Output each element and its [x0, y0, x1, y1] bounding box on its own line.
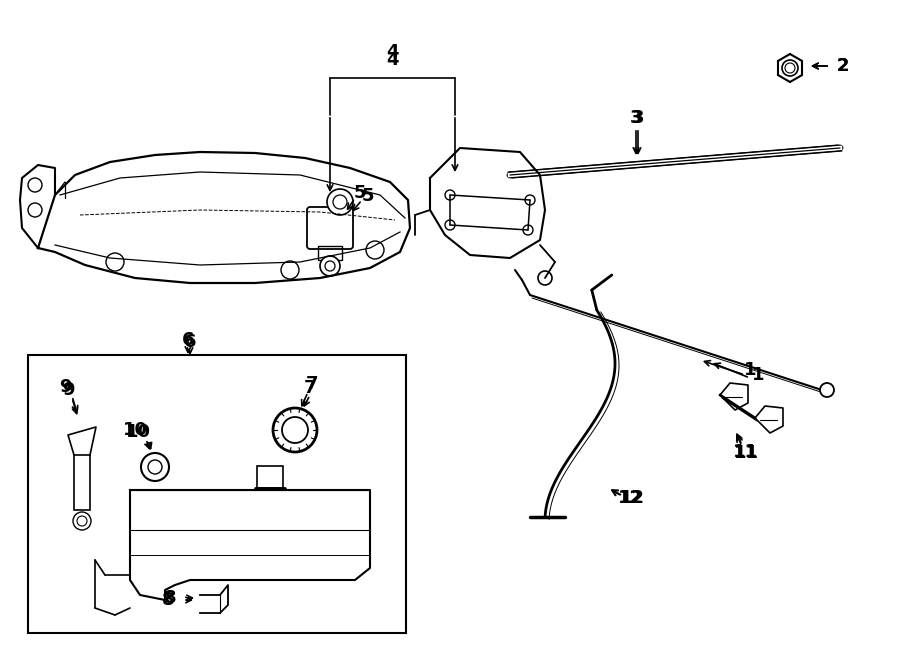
Text: 6: 6: [184, 333, 196, 351]
Text: 1: 1: [743, 361, 756, 379]
Bar: [28, 355, 406, 633]
Text: 12: 12: [617, 489, 643, 507]
Text: 8: 8: [164, 589, 176, 607]
Circle shape: [141, 453, 169, 481]
Text: 11: 11: [733, 443, 758, 461]
Circle shape: [782, 60, 798, 76]
Text: 5: 5: [354, 184, 366, 202]
Circle shape: [445, 190, 455, 200]
Text: 5: 5: [362, 187, 374, 205]
Text: 9: 9: [58, 378, 71, 396]
Text: 4: 4: [386, 43, 398, 61]
Circle shape: [73, 512, 91, 530]
Circle shape: [327, 189, 353, 215]
Bar: [74, 455, 90, 510]
Text: 10: 10: [125, 423, 150, 441]
Circle shape: [320, 256, 340, 276]
Circle shape: [445, 220, 455, 230]
Text: 7: 7: [304, 379, 316, 397]
Bar: [318, 246, 342, 260]
Bar: [257, 466, 283, 488]
Text: 4: 4: [386, 51, 398, 69]
Text: 9: 9: [62, 381, 74, 399]
Text: 3: 3: [630, 109, 643, 127]
Text: 10: 10: [122, 421, 148, 439]
Circle shape: [525, 195, 535, 205]
Circle shape: [538, 271, 552, 285]
Text: 1: 1: [752, 366, 764, 384]
Text: 2: 2: [837, 57, 850, 75]
Text: 8: 8: [162, 591, 175, 609]
Circle shape: [273, 408, 317, 452]
Text: 12: 12: [619, 489, 644, 507]
Text: 3: 3: [632, 109, 644, 127]
Text: 7: 7: [306, 375, 319, 393]
Circle shape: [820, 383, 834, 397]
Text: 6: 6: [182, 331, 194, 349]
Text: 11: 11: [734, 444, 759, 462]
Circle shape: [523, 225, 533, 235]
Text: 2: 2: [837, 57, 850, 75]
